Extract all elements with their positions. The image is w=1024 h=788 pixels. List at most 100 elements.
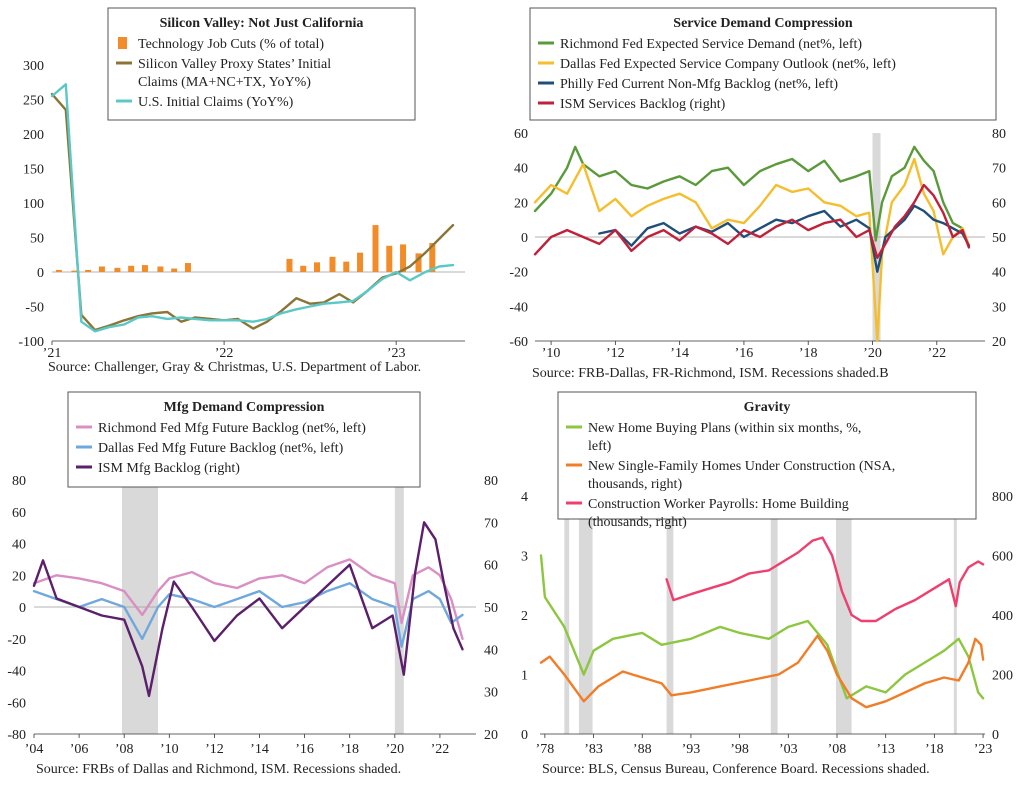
y2-tick-label: 400 bbox=[992, 609, 1013, 624]
bar-mark bbox=[343, 261, 350, 272]
y-tick-label: -80 bbox=[7, 728, 26, 743]
bar-mark bbox=[184, 263, 191, 272]
x-tick-label: ’18 bbox=[925, 742, 944, 757]
bar-mark bbox=[157, 266, 164, 272]
y-tick-label: 3 bbox=[521, 550, 528, 565]
recession-band bbox=[770, 496, 778, 734]
x-tick-label: ’20 bbox=[863, 346, 882, 361]
bar-mark bbox=[357, 252, 364, 272]
legend-label: Richmond Fed Expected Service Demand (ne… bbox=[560, 37, 862, 52]
series-line-2 bbox=[533, 157, 971, 343]
y2-tick-label: 60 bbox=[484, 559, 498, 574]
bar-mark bbox=[114, 267, 121, 272]
y-tick-label: -20 bbox=[7, 633, 26, 648]
x-tick-label: ’14 bbox=[670, 346, 689, 361]
y2-tick-label: 0 bbox=[992, 728, 999, 743]
y2-tick-label: 80 bbox=[484, 474, 498, 489]
legend-box: Gravity New Home Buying Plans (within six… bbox=[557, 391, 977, 530]
bar-mark bbox=[128, 265, 135, 272]
series-line-3 bbox=[50, 83, 455, 333]
y2-tick-label: 40 bbox=[484, 643, 498, 658]
y-tick-label: -60 bbox=[7, 696, 26, 711]
legend-label: Silicon Valley Proxy States’ Initial Clai… bbox=[138, 57, 331, 90]
chart-title: Silicon Valley: Not Just California bbox=[160, 16, 364, 31]
series-line-3 bbox=[598, 204, 971, 273]
x-tick-label: ’93 bbox=[682, 742, 701, 757]
y2-tick-label: 80 bbox=[992, 127, 1006, 142]
legend-swatch bbox=[118, 37, 127, 49]
legend-frame bbox=[529, 7, 997, 121]
legend-frame bbox=[67, 391, 421, 488]
series-line-1 bbox=[533, 145, 971, 247]
y-tick-label: 2 bbox=[521, 609, 528, 624]
x-tick-label: ’10 bbox=[160, 742, 179, 757]
y-tick-label: -50 bbox=[25, 301, 44, 316]
y-tick-label: 80 bbox=[12, 474, 26, 489]
y-tick-label: -100 bbox=[18, 335, 44, 350]
chart-title: Service Demand Compression bbox=[673, 16, 853, 31]
y2-tick-label: 800 bbox=[992, 490, 1013, 505]
chart-title: Mfg Demand Compression bbox=[164, 400, 325, 415]
x-tick-label: ’83 bbox=[584, 742, 603, 757]
x-tick-label: ’16 bbox=[295, 742, 314, 757]
recession-band bbox=[564, 496, 570, 734]
x-tick-label: ’08 bbox=[828, 742, 847, 757]
legend-label: Philly Fed Current Non-Mfg Backlog (net%… bbox=[560, 77, 838, 92]
y-tick-label: 250 bbox=[23, 94, 44, 109]
y2-tick-label: 60 bbox=[992, 196, 1006, 211]
legend-frame bbox=[557, 391, 977, 520]
series-line-2 bbox=[50, 92, 455, 332]
legend-label: ISM Services Backlog (right) bbox=[560, 97, 726, 112]
chart-panel-4: 4 3 2 1 0 800 600 400 200 0 ’78 ’83 ’88 ’93 ’98 ’03 ’08 ’… bbox=[521, 391, 1013, 777]
y-tick-label: 0 bbox=[19, 601, 26, 616]
source-note: Source: FRB-Dallas, FR-Richmond, ISM. Re… bbox=[532, 366, 889, 381]
y-tick-label: 0 bbox=[521, 728, 528, 743]
y2-tick-label: 20 bbox=[992, 335, 1006, 350]
y-tick-label: 0 bbox=[521, 231, 528, 246]
x-tick-label: ’18 bbox=[340, 742, 359, 757]
y-tick-label: 40 bbox=[514, 162, 528, 177]
legend-box: Silicon Valley: Not Just California Techn… bbox=[107, 7, 416, 121]
legend-label: U.S. Initial Claims (YoY%) bbox=[138, 95, 294, 110]
y2-tick-label: 30 bbox=[992, 300, 1006, 315]
legend-box: Service Demand Compression Richmond Fed E… bbox=[529, 7, 997, 121]
chart-title: Gravity bbox=[744, 400, 791, 415]
x-tick-label: ’78 bbox=[536, 742, 555, 757]
legend-label: ISM Mfg Backlog (right) bbox=[98, 461, 240, 476]
y-tick-label: 60 bbox=[514, 127, 528, 142]
chart-panel-2: 60 40 20 0 -20 -40 -60 80 70 60 50 40 30 20 ’10 ’12 ’14 ’… bbox=[509, 7, 1006, 381]
bar-mark bbox=[171, 268, 178, 272]
bar-mark bbox=[141, 265, 148, 272]
y2-tick-label: 200 bbox=[992, 669, 1013, 684]
bar-mark bbox=[55, 269, 62, 272]
x-tick-label: ’18 bbox=[799, 346, 818, 361]
x-tick-label: ’16 bbox=[735, 346, 754, 361]
y2-tick-label: 70 bbox=[992, 162, 1006, 177]
y-tick-label: 50 bbox=[30, 232, 44, 247]
y-tick-label: 100 bbox=[23, 197, 44, 212]
x-tick-label: ’08 bbox=[115, 742, 134, 757]
bar-mark bbox=[85, 269, 92, 272]
x-tick-label: ’23 bbox=[974, 742, 993, 757]
y-tick-label: 0 bbox=[37, 266, 44, 281]
y2-tick-label: 70 bbox=[484, 516, 498, 531]
y-tick-label: 4 bbox=[521, 490, 528, 505]
y-tick-label: 300 bbox=[23, 59, 44, 74]
x-tick-label: ’13 bbox=[876, 742, 895, 757]
x-tick-label: ’98 bbox=[730, 742, 749, 757]
y2-tick-label: 50 bbox=[992, 231, 1006, 246]
series-line-1 bbox=[539, 554, 985, 700]
x-tick-label: ’14 bbox=[250, 742, 269, 757]
y-tick-label: 20 bbox=[12, 569, 26, 584]
x-tick-label: ’22 bbox=[927, 346, 946, 361]
recession-band bbox=[836, 496, 852, 734]
series-line-3 bbox=[665, 536, 985, 623]
x-tick-label: ’23 bbox=[387, 346, 406, 361]
legend-label: Construction Worker Payrolls: Home Build… bbox=[588, 497, 849, 530]
x-tick-label: ’04 bbox=[25, 742, 44, 757]
y-tick-label: 200 bbox=[23, 128, 44, 143]
recession-band bbox=[953, 496, 957, 734]
y-tick-label: 20 bbox=[514, 196, 528, 211]
y2-tick-label: 600 bbox=[992, 550, 1013, 565]
